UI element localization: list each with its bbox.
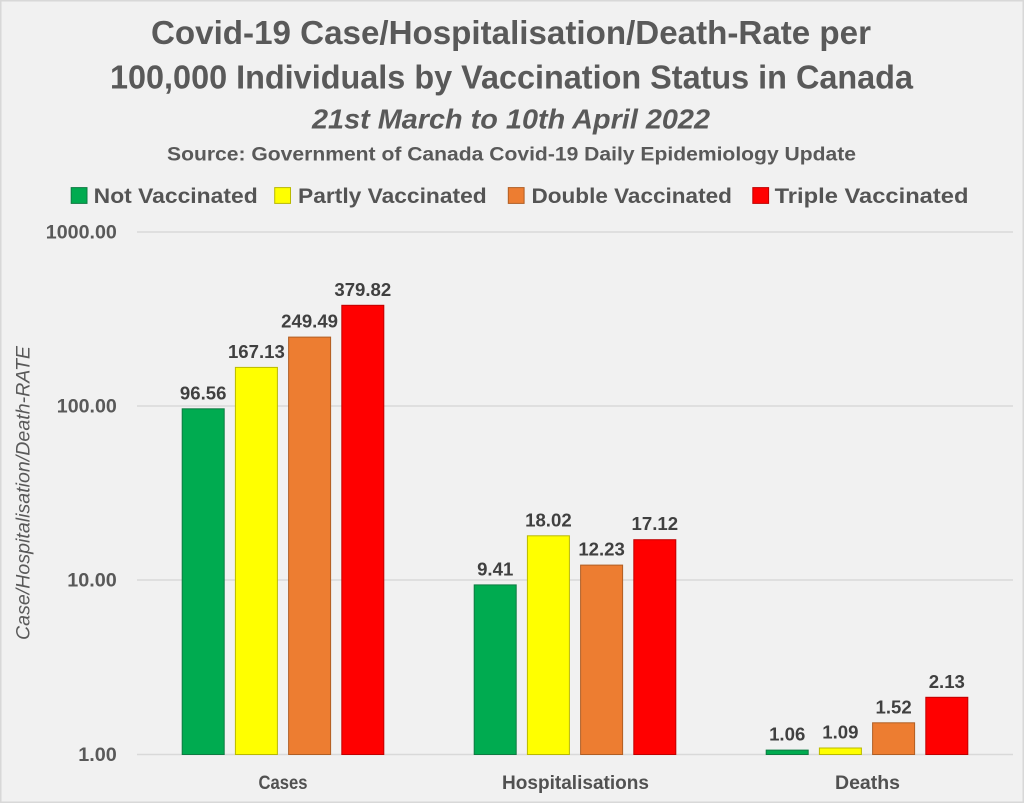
svg-text:Hospitalisations: Hospitalisations	[502, 772, 649, 794]
svg-text:100,000 Individuals by Vaccina: 100,000 Individuals by Vaccination Statu…	[110, 59, 913, 96]
svg-text:Covid-19 Case/Hospitalisation/: Covid-19 Case/Hospitalisation/Death-Rate…	[151, 15, 871, 52]
svg-text:Deaths: Deaths	[835, 772, 900, 794]
svg-text:Case/Hospitalisation/Death-RAT: Case/Hospitalisation/Death-RATE	[14, 346, 35, 640]
svg-text:Cases: Cases	[259, 772, 308, 794]
svg-text:Partly Vaccinated: Partly Vaccinated	[298, 185, 487, 208]
svg-text:100.00: 100.00	[57, 396, 117, 417]
svg-text:167.13: 167.13	[228, 341, 285, 362]
svg-text:2.13: 2.13	[929, 671, 965, 692]
svg-text:1.09: 1.09	[822, 722, 858, 743]
svg-text:Triple Vaccinated: Triple Vaccinated	[775, 185, 969, 208]
svg-text:1.00: 1.00	[78, 745, 117, 766]
svg-text:12.23: 12.23	[578, 539, 625, 560]
svg-text:1000.00: 1000.00	[46, 222, 117, 243]
svg-text:9.41: 9.41	[477, 558, 513, 579]
svg-text:1.52: 1.52	[875, 696, 911, 717]
svg-text:1.06: 1.06	[769, 724, 805, 745]
svg-text:249.49: 249.49	[281, 311, 338, 332]
svg-text:379.82: 379.82	[334, 279, 391, 300]
svg-text:18.02: 18.02	[525, 509, 572, 530]
svg-text:Source: Government of Canada C: Source: Government of Canada Covid-19 Da…	[167, 144, 856, 166]
svg-text:96.56: 96.56	[180, 382, 227, 403]
svg-text:Not Vaccinated: Not Vaccinated	[94, 185, 258, 208]
svg-text:10.00: 10.00	[67, 570, 117, 591]
svg-text:Double Vaccinated: Double Vaccinated	[532, 185, 732, 208]
svg-text:21st March to 10th April 2022: 21st March to 10th April 2022	[311, 104, 710, 135]
svg-text:17.12: 17.12	[632, 513, 679, 534]
